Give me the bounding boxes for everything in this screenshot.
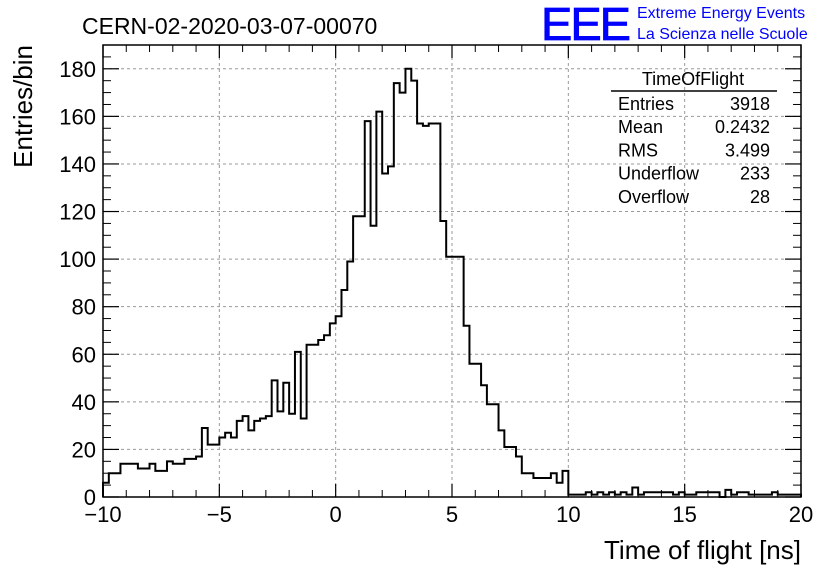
histogram-series bbox=[102, 67, 802, 498]
x-tick-label: 10 bbox=[556, 502, 580, 527]
eee-logo-line1: Extreme Energy Events bbox=[637, 5, 805, 22]
x-axis-title: Time of flight [ns] bbox=[604, 535, 801, 565]
stats-row-value: 28 bbox=[750, 187, 770, 207]
x-tick-label: 0 bbox=[330, 502, 342, 527]
eee-logo-mark: EEE bbox=[541, 0, 629, 50]
stats-row-label: Underflow bbox=[618, 164, 700, 184]
y-tick-label: 0 bbox=[84, 485, 96, 510]
y-tick-labels: 0 20 40 60 80 100 120 140 160 180 bbox=[59, 57, 96, 510]
stats-rows: Entries 3918 Mean 0.2432 RMS 3.499 Underflow 23… bbox=[618, 94, 770, 207]
y-tick-label: 20 bbox=[72, 437, 96, 462]
stats-row-value: 3918 bbox=[730, 94, 770, 114]
y-tick-label: 140 bbox=[59, 152, 96, 177]
axis-ticks bbox=[102, 44, 802, 498]
y-tick-label: 80 bbox=[72, 295, 96, 320]
eee-logo: EEE Extreme Energy Events La Scienza nel… bbox=[541, 0, 808, 50]
grid bbox=[103, 45, 801, 497]
y-tick-label: 100 bbox=[59, 247, 96, 272]
stats-row-label: Mean bbox=[618, 117, 663, 137]
y-axis-title: Entries/bin bbox=[8, 45, 38, 168]
stats-row-value: 233 bbox=[740, 164, 770, 184]
x-tick-label: −5 bbox=[207, 502, 232, 527]
eee-logo-line2: La Scienza nelle Scuole bbox=[637, 26, 808, 43]
x-tick-label: 20 bbox=[789, 502, 813, 527]
stats-row-value: 0.2432 bbox=[715, 117, 770, 137]
x-tick-labels: −10 −5 0 5 10 15 20 bbox=[84, 502, 813, 527]
stats-row-label: RMS bbox=[618, 140, 658, 160]
x-tick-label: 5 bbox=[446, 502, 458, 527]
y-tick-label: 160 bbox=[59, 104, 96, 129]
y-tick-label: 60 bbox=[72, 342, 96, 367]
stats-box: TimeOfFlight Entries 3918 Mean 0.2432 RMS 3.4… bbox=[611, 69, 777, 207]
stats-row-label: Overflow bbox=[618, 187, 690, 207]
y-tick-label: 180 bbox=[59, 57, 96, 82]
y-tick-label: 120 bbox=[59, 200, 96, 225]
chart-title: CERN-02-2020-03-07-00070 bbox=[82, 13, 377, 39]
y-tick-label: 40 bbox=[72, 390, 96, 415]
stats-box-title: TimeOfFlight bbox=[642, 69, 744, 89]
stats-row-label: Entries bbox=[618, 94, 674, 114]
stats-row-value: 3.499 bbox=[725, 140, 770, 160]
x-tick-label: −10 bbox=[84, 502, 121, 527]
x-tick-label: 15 bbox=[672, 502, 696, 527]
